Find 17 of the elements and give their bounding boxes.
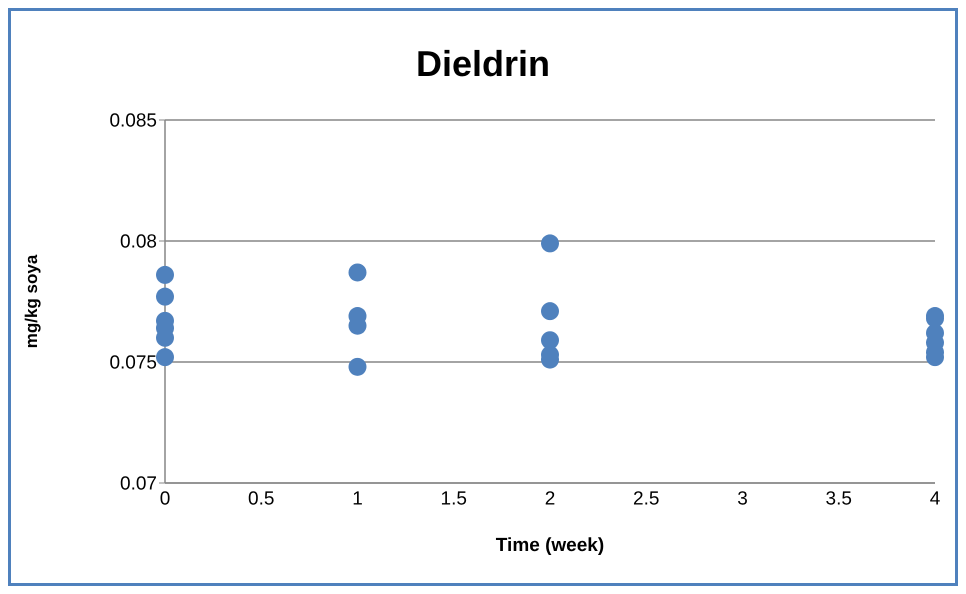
y-tick-label: 0.075 [109, 352, 157, 374]
x-tick-label: 0.5 [248, 488, 274, 510]
x-tick-label: 2.5 [633, 488, 660, 510]
chart-frame: Dieldrin 0 0.5 1 1.5 2 2.5 3 3.5 4 Time (week) 0.07 0.075 0.08 0.085 mg/kg soya [8, 8, 958, 586]
x-tick-label: 4 [930, 488, 941, 510]
chart-title: Dieldrin [414, 43, 551, 85]
x-tick-label: 1 [352, 488, 363, 510]
x-tick-label: 2 [544, 488, 556, 510]
x-tick-label: 1.5 [440, 488, 467, 510]
x-tick-label: 0 [160, 488, 170, 510]
x-axis-title: Time (week) [496, 535, 604, 556]
x-tick-label: 3.5 [826, 488, 852, 510]
x-tick-label: 3 [737, 488, 748, 510]
y-tick-label: 0.085 [109, 110, 157, 132]
y-tick-label: 0.08 [120, 232, 157, 253]
y-axis-title: mg/kg soya [22, 254, 42, 348]
y-tick-label: 0.07 [120, 474, 157, 495]
